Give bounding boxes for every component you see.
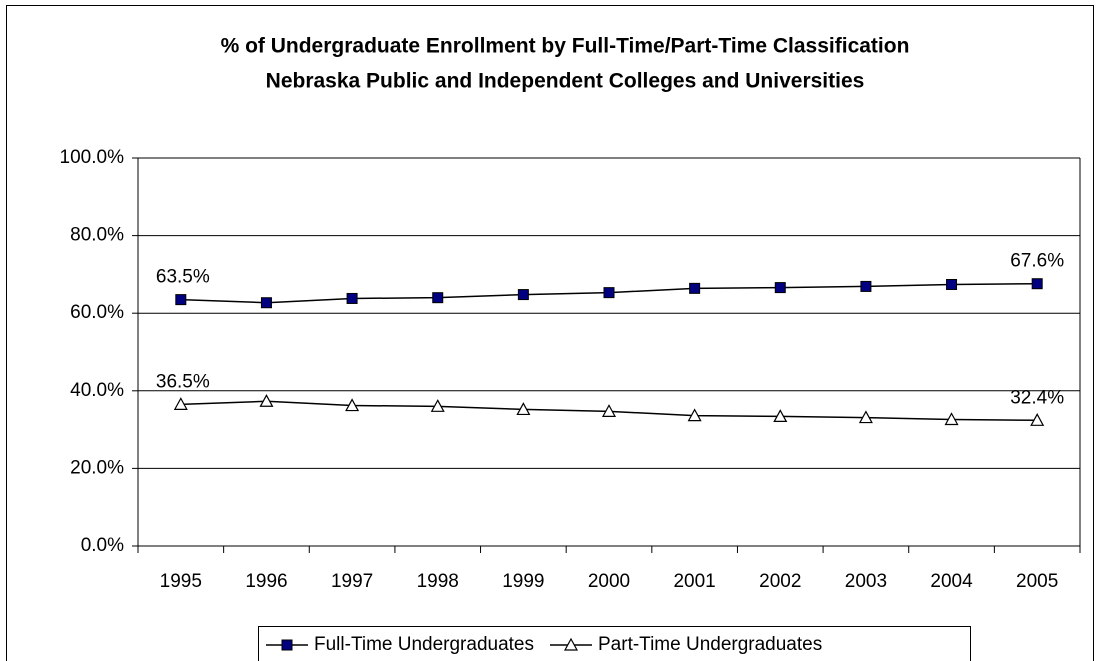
x-tick-label: 1996 xyxy=(245,571,287,592)
marker xyxy=(944,412,959,426)
x-tick-label: 2002 xyxy=(759,571,801,592)
marker xyxy=(175,294,187,306)
marker xyxy=(432,292,444,304)
data-label: 67.6% xyxy=(1010,251,1064,272)
marker xyxy=(860,280,872,292)
marker xyxy=(687,408,702,422)
marker xyxy=(259,394,274,407)
chart-title: % of Undergraduate Enrollment by Full-Ti… xyxy=(221,35,910,58)
data-label: 32.4% xyxy=(1010,387,1064,408)
marker xyxy=(773,409,788,423)
legend-label: Part-Time Undergraduates xyxy=(598,634,822,655)
y-tick-label: 20.0% xyxy=(70,457,124,478)
y-tick-label: 80.0% xyxy=(70,225,124,246)
marker xyxy=(1031,278,1043,290)
chart-title: Nebraska Public and Independent Colleges… xyxy=(266,70,865,93)
x-tick-label: 1998 xyxy=(417,571,459,592)
y-tick-label: 100.0% xyxy=(60,147,125,168)
x-tick-label: 2003 xyxy=(845,571,887,592)
marker xyxy=(601,404,617,417)
x-tick-label: 1995 xyxy=(160,571,202,592)
marker xyxy=(173,397,188,410)
marker xyxy=(346,292,358,304)
x-tick-label: 2004 xyxy=(930,571,973,592)
marker xyxy=(603,287,615,299)
legend: Full-Time Undergraduates Part-Time Underg… xyxy=(258,626,971,661)
x-tick-label: 2000 xyxy=(588,571,630,592)
x-tick-label: 2001 xyxy=(673,571,715,592)
data-label: 63.5% xyxy=(156,267,210,288)
marker xyxy=(858,410,873,424)
marker xyxy=(430,399,445,412)
chart-border xyxy=(6,5,1094,661)
marker xyxy=(281,639,293,651)
x-tick-label: 2005 xyxy=(1016,571,1058,592)
marker xyxy=(260,297,272,309)
legend-box xyxy=(258,626,971,661)
marker xyxy=(345,398,360,412)
x-tick-label: 1997 xyxy=(331,571,373,592)
marker xyxy=(516,402,531,416)
marker xyxy=(774,282,786,294)
marker xyxy=(563,637,579,651)
y-tick-label: 60.0% xyxy=(70,302,124,323)
x-tick-label: 1999 xyxy=(502,571,544,592)
marker xyxy=(517,289,529,301)
y-tick-label: 40.0% xyxy=(70,380,124,401)
data-label: 36.5% xyxy=(156,371,210,392)
y-tick-label: 0.0% xyxy=(81,535,124,556)
legend-label: Full-Time Undergraduates xyxy=(314,634,534,655)
marker xyxy=(1030,413,1045,426)
marker xyxy=(946,278,958,290)
marker xyxy=(689,282,701,294)
